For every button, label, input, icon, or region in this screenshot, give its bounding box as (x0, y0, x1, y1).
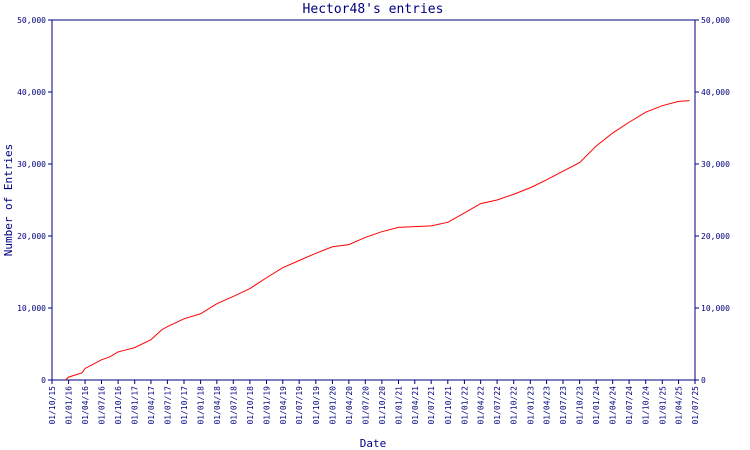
y-tick-label-right: 30,000 (701, 160, 730, 169)
plot-area: 0 0 10,000 10,000 20,000 20,000 30,000 30,000 40… (17, 16, 730, 425)
x-tick-label: 01/07/21 (427, 386, 436, 425)
x-tick-label: 01/10/16 (114, 386, 123, 425)
x-tick-label: 01/01/17 (131, 386, 140, 425)
y-tick-label-left: 10,000 (17, 304, 46, 313)
x-tick-label: 01/10/18 (246, 386, 255, 425)
x-tick-label: 01/04/23 (543, 386, 552, 425)
x-tick-label: 01/04/22 (477, 386, 486, 425)
y-axis-label: Number of Entries (2, 144, 15, 257)
x-tick-label: 01/04/24 (609, 386, 618, 425)
x-tick-label: 01/07/18 (229, 386, 238, 425)
y-tick-label-right: 10,000 (701, 304, 730, 313)
x-tick-label: 01/04/18 (213, 386, 222, 425)
y-tick-label-left: 40,000 (17, 88, 46, 97)
x-tick-label: 01/04/17 (147, 386, 156, 425)
y-tick-label-left: 0 (41, 376, 46, 385)
x-tick-label: 01/10/24 (642, 386, 651, 425)
x-tick-label: 01/10/22 (510, 386, 519, 425)
x-tick-label: 01/04/19 (279, 386, 288, 425)
chart-title: Hector48's entries (303, 2, 444, 17)
x-tick-label: 01/04/16 (81, 386, 90, 425)
x-tick-label: 01/10/19 (312, 386, 321, 425)
x-tick-label: 01/07/22 (493, 386, 502, 425)
x-tick-label: 01/01/18 (197, 386, 206, 425)
x-tick-label: 01/04/25 (675, 386, 684, 425)
x-tick-label: 01/01/21 (395, 386, 404, 425)
x-tick-label: 01/07/17 (163, 386, 172, 425)
x-tick-label: 01/04/21 (411, 386, 420, 425)
x-tick-label: 01/01/19 (263, 386, 272, 425)
y-tick-label-left: 50,000 (17, 16, 46, 25)
x-tick-label: 01/07/25 (691, 386, 700, 425)
y-tick-label-right: 40,000 (701, 88, 730, 97)
x-tick-label: 01/07/24 (625, 386, 634, 425)
x-tick-label: 01/10/23 (576, 386, 585, 425)
x-tick-label: 01/10/15 (48, 386, 57, 425)
x-tick-label: 01/01/23 (526, 386, 535, 425)
x-tick-label: 01/07/20 (361, 386, 370, 425)
y-tick-label-right: 50,000 (701, 16, 730, 25)
y-tick-label-left: 30,000 (17, 160, 46, 169)
x-tick-label: 01/04/20 (345, 386, 354, 425)
x-axis-label: Date (360, 437, 387, 450)
x-tick-label: 01/01/20 (328, 386, 337, 425)
x-tick-label: 01/07/23 (559, 386, 568, 425)
x-tick-label: 01/07/19 (295, 386, 304, 425)
x-tick-label: 01/01/24 (592, 386, 601, 425)
x-tick-label: 01/07/16 (97, 386, 106, 425)
x-tick-label: 01/10/17 (180, 386, 189, 425)
y-tick-label-right: 0 (701, 376, 706, 385)
x-tick-label: 01/01/22 (460, 386, 469, 425)
x-tick-label: 01/01/16 (65, 386, 74, 425)
x-tick-label: 01/10/20 (378, 386, 387, 425)
x-tick-label: 01/10/21 (444, 386, 453, 425)
entries-series-line (65, 100, 690, 381)
y-tick-label-right: 20,000 (701, 232, 730, 241)
y-tick-label-left: 20,000 (17, 232, 46, 241)
x-tick-label: 01/01/25 (658, 386, 667, 425)
plot-frame (51, 19, 696, 381)
